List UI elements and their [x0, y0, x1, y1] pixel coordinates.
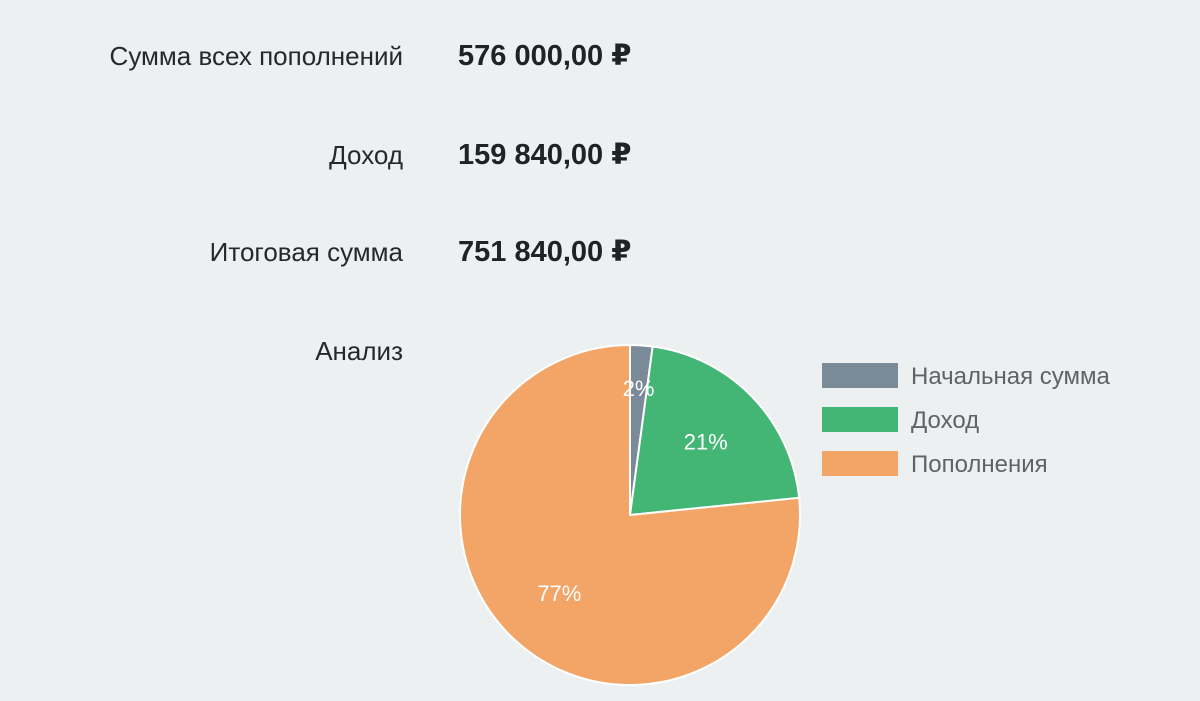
income-value: 159 840,00 ₽ [458, 139, 632, 171]
total-label: Итоговая сумма [209, 237, 403, 267]
legend-label-deposits[interactable]: Пополнения [911, 451, 1048, 478]
pie-label-income: 21% [684, 430, 728, 455]
legend-swatch-income[interactable] [822, 407, 898, 432]
total-value: 751 840,00 ₽ [458, 236, 632, 268]
legend-label-initial[interactable]: Начальная сумма [911, 363, 1111, 390]
income-row: Доход 159 840,00 ₽ [0, 135, 1200, 175]
legend-swatch-initial[interactable] [822, 363, 898, 388]
income-label: Доход [329, 140, 403, 170]
analysis-row: Анализ [0, 331, 1200, 371]
analysis-label: Анализ [315, 336, 403, 366]
total-row: Итоговая сумма 751 840,00 ₽ [0, 232, 1200, 272]
pie-label-deposits: 77% [537, 581, 581, 606]
deposits-label: Сумма всех пополнений [109, 41, 403, 71]
deposits-value: 576 000,00 ₽ [458, 40, 632, 72]
pie-label-initial: 2% [623, 376, 655, 401]
pie-chart: 2% 21% 77% Начальная сумма Доход Пополнения [459, 343, 1111, 686]
pie-slice-income [628, 345, 801, 517]
legend-label-income[interactable]: Доход [911, 407, 979, 434]
legend-swatch-deposits[interactable] [822, 451, 898, 476]
pie-slice-deposits [459, 343, 801, 686]
deposits-row: Сумма всех пополнений 576 000,00 ₽ [0, 36, 1200, 76]
